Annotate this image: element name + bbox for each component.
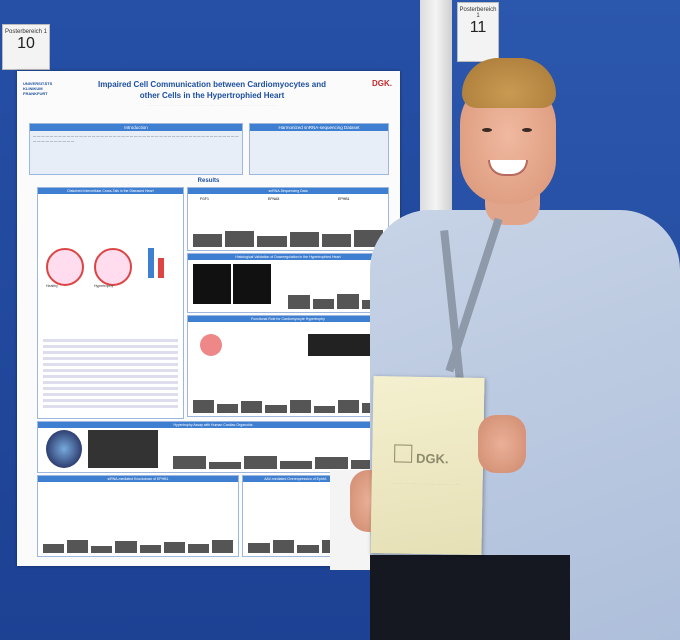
healthy-label: Healthy (46, 284, 58, 288)
panel-heading: Histological Validation of Downregulatio… (188, 254, 388, 260)
poster-authors: · · · · · · · · · · · · · · · · · · · · … (148, 103, 276, 107)
bar-blue (148, 248, 154, 278)
results-heading: Results (197, 178, 220, 184)
organoid-image (46, 430, 82, 468)
panel-functional: Functional Role for Cardiomyocyte Hypert… (187, 315, 389, 417)
introduction-text: — — — — — — — — — — — — — — — — — — — — … (33, 134, 239, 143)
tag-small-label: Posterbereich 1 (4, 29, 48, 35)
tag-small-label: Posterbereich 1 (459, 7, 497, 19)
fgf1-label: FGF1 (200, 197, 209, 201)
folder-caption: · · · · · · · · · · · · · · · · · · · · … (391, 481, 460, 487)
violin-plots (193, 229, 384, 247)
panel-heading: Disturbed Intercellular Cross-Talk in th… (38, 188, 183, 194)
functional-bars (193, 395, 383, 413)
organoid-bars (173, 451, 383, 469)
sequencing-section: Harmonized snRNA-sequencing Dataset (249, 123, 389, 175)
right-eye-icon (522, 128, 532, 132)
heatmap-figure (43, 338, 178, 408)
person-pants (370, 555, 570, 640)
folder-logo-mark-icon (394, 444, 413, 463)
efna5-label: EFNA5 (268, 197, 280, 201)
organoid-grid-images (88, 430, 158, 468)
panel-heading: siRNA-mediated Knockdown of EPHB1 (38, 476, 238, 482)
introduction-heading: Introduction (30, 124, 242, 131)
microscopy-image-right (233, 264, 271, 304)
panel-crosstalk: Disturbed Intercellular Cross-Talk in th… (37, 187, 184, 419)
right-hand (478, 415, 526, 473)
panel-snrna: snRNA-Sequencing Data FGF1 EFNA5 EPHB1 (187, 187, 389, 251)
dgk-logo: DGK. (372, 79, 392, 88)
poster-number-tag-10: Posterbereich 1 10 (2, 24, 50, 70)
university-logo: UNIVERSITÄTS KLINIKUM FRANKFURT (23, 81, 53, 96)
sirna-bars (43, 535, 233, 553)
left-eye-icon (482, 128, 492, 132)
panel-sirna: siRNA-mediated Knockdown of EPHB1 (37, 475, 239, 557)
aav-bars (248, 535, 343, 553)
healthy-circos-plot (46, 248, 84, 286)
sequencing-heading: Harmonized snRNA-sequencing Dataset (250, 124, 388, 131)
panel-organoids: Hypertrophy Assay with Human Cardiac Org… (37, 421, 389, 473)
folder-logo-text: DGK. (415, 450, 449, 467)
panel-heading: Hypertrophy Assay with Human Cardiac Org… (38, 422, 388, 428)
panel-heading: AAV-mediated Overexpression of Ephb1 (243, 476, 348, 482)
microscopy-image-left (193, 264, 231, 304)
tag-number: 11 (469, 19, 487, 36)
poster-number-tag-11: Posterbereich 1 11 (457, 2, 499, 62)
panel-heading: Functional Role for Cardiomyocyte Hypert… (188, 316, 388, 322)
fluorescence-images (308, 334, 378, 356)
tag-number: 10 (17, 35, 35, 52)
panel-heading: snRNA-Sequencing Data (188, 188, 388, 194)
introduction-section: Introduction — — — — — — — — — — — — — —… (29, 123, 243, 175)
bar-red (158, 258, 164, 278)
certificate-folder: DGK. · · · · · · · · · · · · · · · · · ·… (370, 376, 485, 555)
poster-title: Impaired Cell Communication between Card… (97, 80, 327, 100)
person-hair (462, 58, 556, 108)
heart-illustration (200, 334, 222, 356)
histology-bars (288, 291, 383, 309)
hypertrophy-label: Hypertrophy (94, 284, 114, 288)
panel-histology: Histological Validation of Downregulatio… (187, 253, 389, 313)
ephb1-label: EPHB1 (338, 197, 350, 201)
hypertrophy-circos-plot (94, 248, 132, 286)
